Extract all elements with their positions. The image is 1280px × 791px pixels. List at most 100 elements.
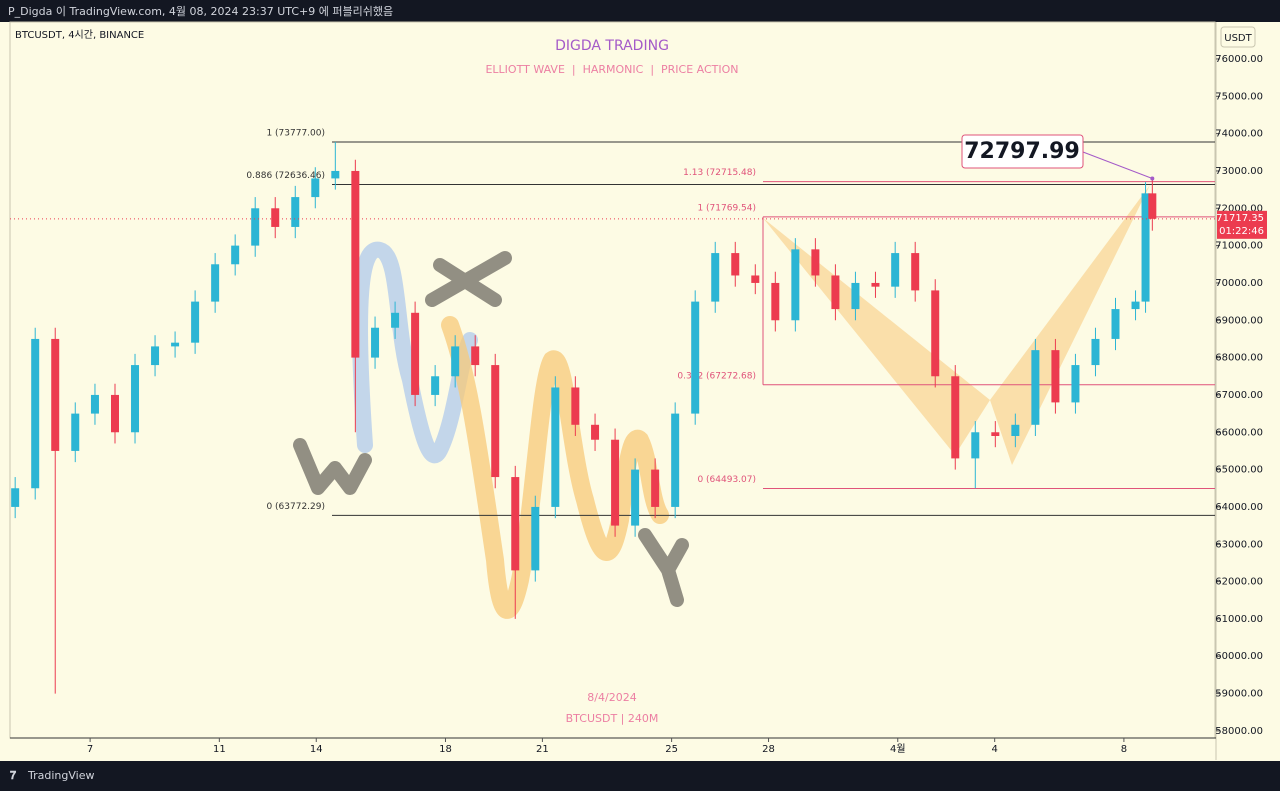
unit-box <box>1220 26 1256 48</box>
wave-highlight <box>352 241 478 464</box>
callout-box <box>961 134 1084 169</box>
y-tick-label: 76000.00 <box>1215 54 1263 65</box>
chart-background <box>0 22 1280 761</box>
candle-body <box>451 346 460 377</box>
candle-body <box>831 275 840 310</box>
fib-label: 0.382 (67272.68) <box>677 371 756 381</box>
candle-body <box>611 439 620 526</box>
callout-label: 72797.99 <box>964 139 1080 164</box>
y-tick-label: 59000.00 <box>1215 689 1263 700</box>
publish-info: P_Digda 이 TradingView.com, 4월 08, 2024 2… <box>8 5 393 18</box>
fib-label: 1.13 (72715.48) <box>683 168 756 178</box>
candle-body <box>991 432 1000 436</box>
candle-body <box>651 469 660 507</box>
candle-body <box>90 394 99 414</box>
candle-body <box>771 282 780 321</box>
candle-body <box>151 346 160 366</box>
y-tick-label: 65000.00 <box>1215 465 1263 476</box>
candle-body <box>271 208 280 227</box>
x-tick-label: 14 <box>310 744 323 755</box>
wave-mark-x <box>425 251 512 307</box>
countdown: 01:22:46 <box>1219 226 1264 237</box>
y-tick-label: 73000.00 <box>1215 166 1263 177</box>
candle-body <box>891 253 900 287</box>
x-tick-label: 4월 <box>890 743 906 755</box>
chart-subtitle: ELLIOTT WAVE | HARMONIC | PRICE ACTION <box>485 63 738 76</box>
y-tick-label: 70000.00 <box>1215 278 1263 289</box>
drawings <box>293 185 1150 619</box>
wave-highlight <box>441 316 669 619</box>
y-tick-label: 58000.00 <box>1215 726 1263 737</box>
candle-body <box>1051 350 1060 403</box>
fib-label: 0 (64493.07) <box>697 475 756 485</box>
candle-body <box>731 253 740 276</box>
candle-body <box>471 346 480 366</box>
candle-body <box>1011 424 1020 436</box>
x-tick-label: 28 <box>762 744 775 755</box>
y-tick-label: 61000.00 <box>1215 614 1263 625</box>
x-tick-label: 25 <box>665 744 678 755</box>
harmonic-leg <box>763 218 990 455</box>
candle-body <box>311 178 320 198</box>
last-price-label: 71717.35 <box>1216 213 1264 224</box>
x-tick-label: 4 <box>991 744 997 755</box>
candle-body <box>1031 350 1040 425</box>
candle-body <box>551 387 560 507</box>
y-tick-label: 62000.00 <box>1215 577 1263 588</box>
candle-body <box>871 282 880 287</box>
candle-body <box>51 338 60 451</box>
candle-body <box>1091 338 1100 366</box>
y-tick-label: 63000.00 <box>1215 539 1263 550</box>
candle-body <box>1071 365 1080 403</box>
y-tick-label: 64000.00 <box>1215 502 1263 513</box>
candle-body <box>591 424 600 440</box>
bottom-bar <box>0 761 1280 791</box>
candle-body <box>431 376 440 395</box>
candle-body <box>671 413 680 507</box>
chart-title: DIGDA TRADING <box>555 38 669 54</box>
footer-brand: TradingView <box>27 769 94 782</box>
candle-body <box>131 365 140 433</box>
candle-body <box>391 312 400 328</box>
x-tick-label: 8 <box>1121 744 1127 755</box>
candle-body <box>811 249 820 276</box>
candle-body <box>951 376 960 459</box>
y-tick-label: 75000.00 <box>1215 91 1263 102</box>
x-tick-label: 18 <box>439 744 452 755</box>
y-tick-label: 66000.00 <box>1215 427 1263 438</box>
candle-body <box>351 170 360 358</box>
harmonic-leg <box>990 185 1150 465</box>
candle-body <box>211 264 220 302</box>
candle-body <box>71 413 80 451</box>
candle-body <box>291 197 300 227</box>
candle-body <box>191 301 200 343</box>
candle-body <box>171 342 180 347</box>
y-tick-label: 74000.00 <box>1215 129 1263 140</box>
callout-line <box>1082 151 1153 179</box>
candle-body <box>531 506 540 571</box>
fib-label: 1 (71769.54) <box>697 203 756 213</box>
candle-body <box>511 477 520 571</box>
candle-body <box>851 282 860 310</box>
candle-body <box>251 208 260 246</box>
candle-body <box>1148 193 1157 219</box>
axis-unit: USDT <box>1224 33 1252 44</box>
candle-body <box>971 432 980 459</box>
candle-body <box>911 253 920 291</box>
wave-mark-w <box>293 438 372 495</box>
candle-body <box>1111 309 1120 339</box>
candle-body <box>631 469 640 526</box>
candle-body <box>691 301 700 414</box>
watermark-date: 8/4/2024 <box>587 691 636 704</box>
x-tick-label: 11 <box>213 744 226 755</box>
x-tick-label: 21 <box>536 744 549 755</box>
candle-body <box>1141 193 1150 302</box>
y-tick-label: 68000.00 <box>1215 353 1263 364</box>
x-tick-label: 7 <box>87 744 93 755</box>
y-tick-label: 69000.00 <box>1215 315 1263 326</box>
last-price-box <box>1217 210 1267 239</box>
candle-body <box>11 488 20 507</box>
footer-logo: 𝟕 <box>10 769 17 782</box>
candle-body <box>411 312 420 395</box>
